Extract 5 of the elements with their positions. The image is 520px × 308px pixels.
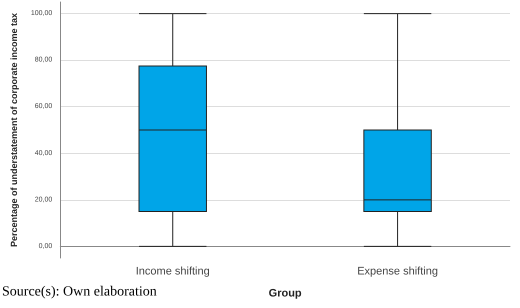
x-tick-label: Expense shifting	[357, 266, 438, 278]
x-tick-label: Income shifting	[136, 266, 210, 278]
x-axis-title: Group	[268, 288, 302, 300]
y-axis-title: Percentage of understatement of corporate income tax	[9, 12, 19, 248]
source-note: Source(s): Own elaboration	[2, 284, 157, 300]
